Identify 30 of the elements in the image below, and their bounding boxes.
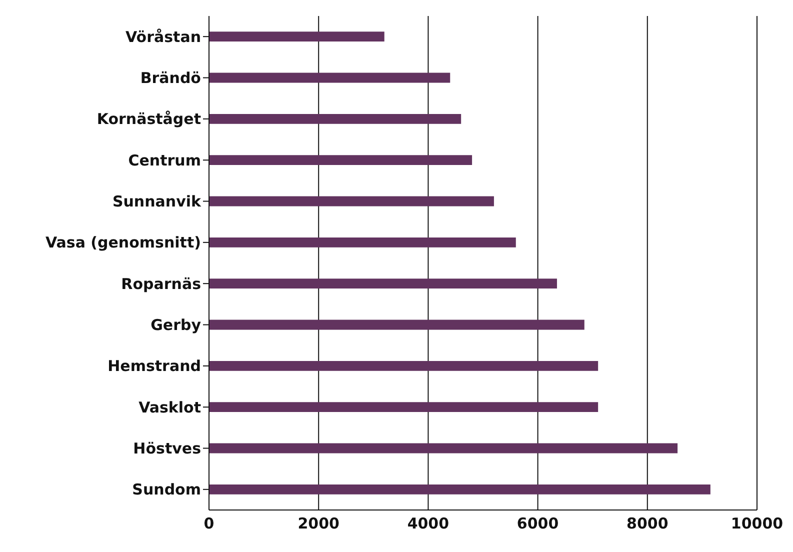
bar xyxy=(209,278,557,289)
x-tick-label: 10000 xyxy=(730,514,784,533)
bar xyxy=(209,155,472,166)
bar xyxy=(209,443,678,454)
x-tick-label: 4000 xyxy=(407,514,450,533)
bar xyxy=(209,320,584,330)
y-tick-label: Roparnäs xyxy=(121,274,202,293)
y-tick-label: Höstves xyxy=(133,440,202,458)
y-tick-label: Hemstrand xyxy=(108,357,201,376)
y-tick-label: Sunnanvik xyxy=(112,192,202,211)
y-tick-label: Sundom xyxy=(132,480,201,499)
x-tick-label: 6000 xyxy=(516,514,559,533)
bar xyxy=(209,72,450,83)
y-tick-label: Vasa (genomsnitt) xyxy=(45,234,201,252)
bar xyxy=(209,484,710,494)
y-tick-label: Vasklot xyxy=(138,398,201,416)
bar xyxy=(209,32,384,42)
bar xyxy=(209,114,462,124)
y-tick-label: Vöråstan xyxy=(125,28,201,46)
bar xyxy=(209,237,516,248)
y-tick-label: Gerby xyxy=(150,316,202,334)
y-tick-label: Brändö xyxy=(140,69,201,88)
bar xyxy=(209,196,494,206)
x-tick-label: 0 xyxy=(204,514,214,533)
x-tick-label: 8000 xyxy=(626,514,668,533)
y-tick-label: Centrum xyxy=(128,151,201,170)
x-tick-label: 2000 xyxy=(298,514,340,533)
bar xyxy=(209,402,598,412)
bar xyxy=(209,360,598,371)
y-tick-label: Kornäståget xyxy=(96,110,201,128)
